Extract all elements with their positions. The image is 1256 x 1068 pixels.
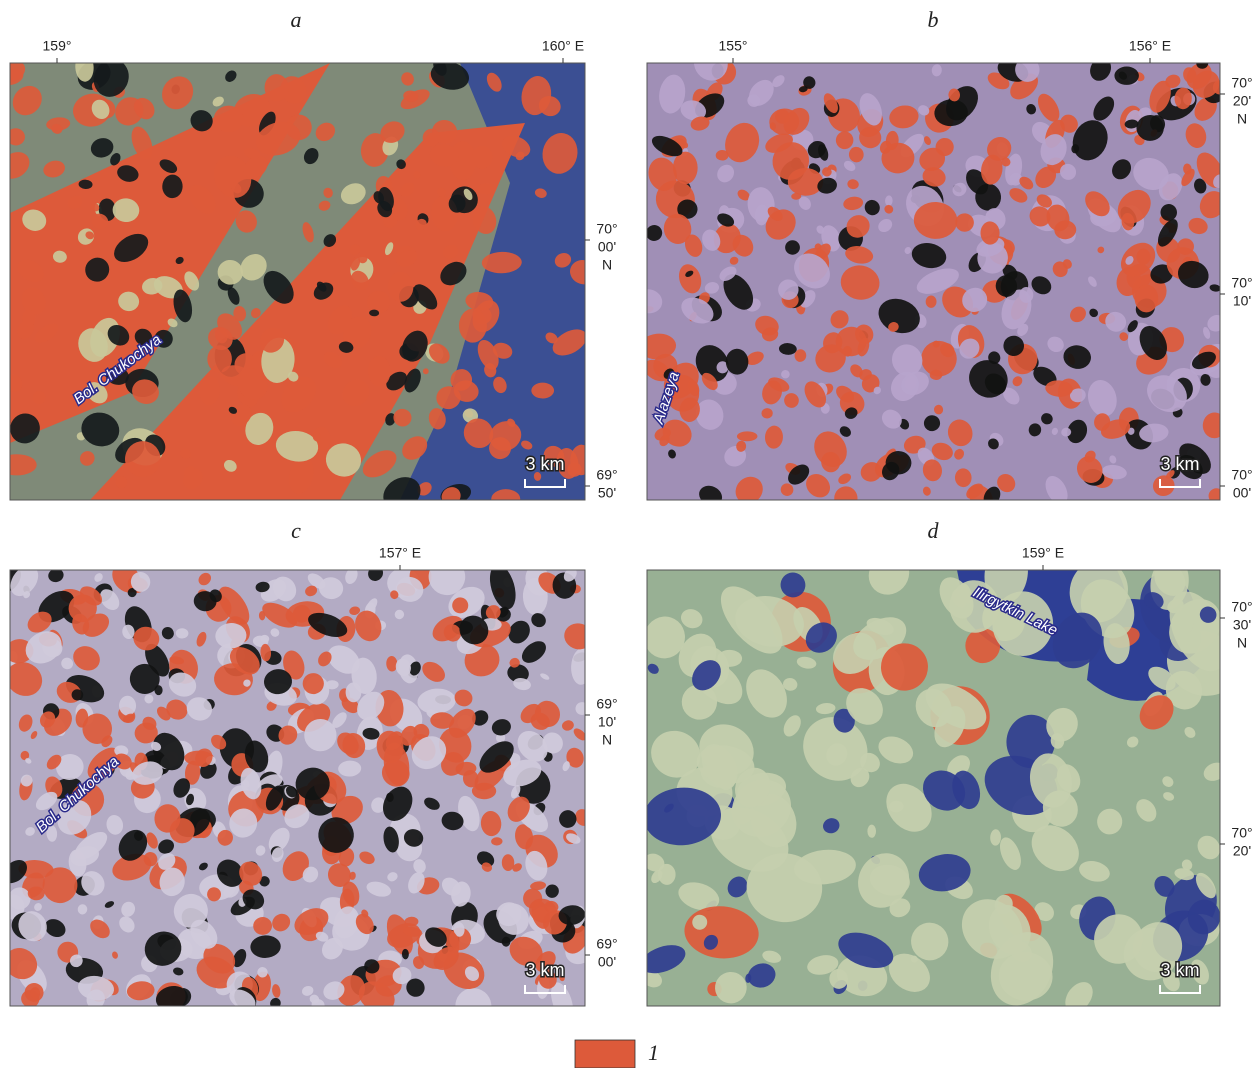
- terrain-patch: [1114, 67, 1139, 85]
- latitude-label: 00': [1233, 485, 1251, 501]
- latitude-label: 69°: [596, 467, 617, 483]
- scale-bar-label: 3 km: [525, 454, 564, 474]
- panel-label: c: [291, 518, 301, 543]
- longitude-label: 159° E: [1022, 545, 1064, 561]
- latitude-label: 30': [1233, 617, 1251, 633]
- latitude-label: 69°: [596, 936, 617, 952]
- terrain-patch: [346, 682, 362, 702]
- satellite-image: [633, 39, 1233, 512]
- latitude-label: 70°: [1231, 825, 1252, 841]
- latitude-label: N: [1237, 635, 1247, 651]
- latitude-label: 20': [1233, 93, 1251, 109]
- latitude-label: 70°: [1231, 275, 1252, 291]
- scale-bar-label: 3 km: [525, 960, 564, 980]
- longitude-label: 156° E: [1129, 38, 1171, 54]
- legend-label: 1: [648, 1040, 659, 1065]
- latitude-label: 69°: [596, 696, 617, 712]
- panel-label: a: [291, 7, 302, 32]
- scale-bar-label: 3 km: [1160, 454, 1199, 474]
- longitude-label: 157° E: [379, 545, 421, 561]
- latitude-label: 70°: [1231, 75, 1252, 91]
- terrain-patch: [785, 240, 800, 255]
- figure: 1 a159°160° E70°00'N69°50'Bol. Chukochya…: [0, 0, 1256, 1068]
- latitude-label: 70°: [1231, 467, 1252, 483]
- latitude-label: N: [602, 257, 612, 273]
- satellite-image: [637, 540, 1248, 1018]
- latitude-label: 10': [1233, 293, 1251, 309]
- terrain-patch: [1213, 80, 1226, 94]
- satellite-image: [0, 52, 600, 517]
- terrain-patch: [673, 152, 698, 185]
- latitude-label: 20': [1233, 843, 1251, 859]
- latitude-label: 10': [598, 714, 616, 730]
- latitude-label: 70°: [1231, 599, 1252, 615]
- panel-label: b: [928, 7, 939, 32]
- scale-bar-label: 3 km: [1160, 960, 1199, 980]
- latitude-label: 70°: [596, 221, 617, 237]
- latitude-label: N: [602, 732, 612, 748]
- panel-label: d: [928, 518, 940, 543]
- latitude-label: 00': [598, 239, 616, 255]
- latitude-label: 00': [598, 954, 616, 970]
- legend-swatch: [575, 1040, 635, 1068]
- longitude-label: 159°: [43, 38, 72, 54]
- latitude-label: N: [1237, 111, 1247, 127]
- terrain-patch: [478, 183, 495, 194]
- longitude-label: 160° E: [542, 38, 584, 54]
- latitude-label: 50': [598, 485, 616, 501]
- longitude-label: 155°: [719, 38, 748, 54]
